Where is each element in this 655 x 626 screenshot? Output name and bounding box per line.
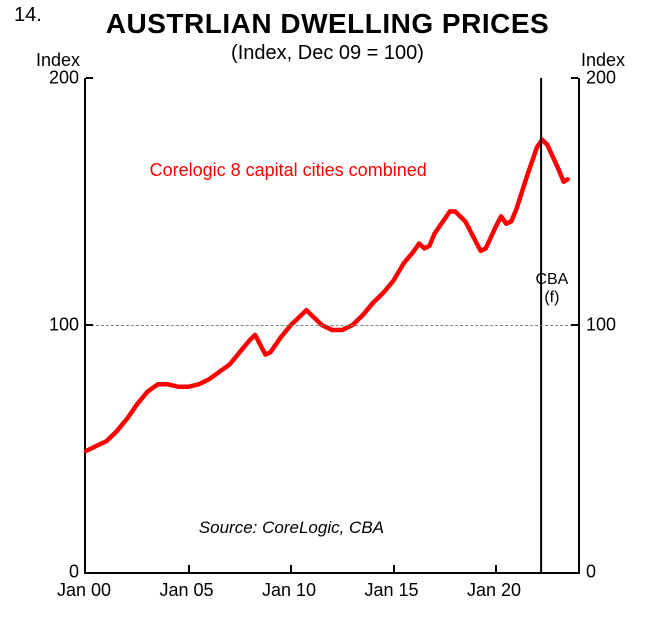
y-tick-left: 100: [49, 315, 79, 336]
y-tick-left: 200: [49, 68, 79, 89]
x-tick: Jan 00: [57, 580, 111, 601]
x-tick: Jan 20: [467, 580, 521, 601]
y-tick-right: 0: [586, 562, 596, 583]
x-tick: Jan 15: [364, 580, 418, 601]
gridline: [86, 325, 578, 326]
chart-container: { "figure_number": "14.", "title": "AUST…: [0, 0, 655, 626]
chart-title: AUSTRLIAN DWELLING PRICES: [0, 8, 655, 40]
x-tick: Jan 10: [262, 580, 316, 601]
x-tick: Jan 05: [159, 580, 213, 601]
annotation-line: CBA: [535, 271, 568, 289]
source-note: Source: CoreLogic, CBA: [199, 518, 384, 538]
forecast-annotation: CBA(f): [535, 271, 568, 308]
series-line: [86, 140, 568, 451]
series-label: Corelogic 8 capital cities combined: [150, 160, 427, 181]
y-tick-right: 100: [586, 315, 616, 336]
chart-subtitle: (Index, Dec 09 = 100): [0, 42, 655, 65]
plot-area: [84, 78, 580, 574]
annotation-line: (f): [535, 289, 568, 307]
y-tick-right: 200: [586, 68, 616, 89]
